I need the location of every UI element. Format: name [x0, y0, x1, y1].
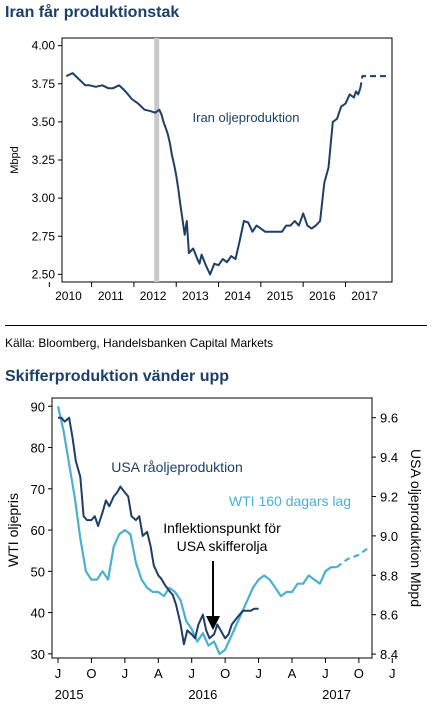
chart2-ytick-left-label: 90	[31, 399, 45, 414]
chart1-ytick-label: 3.25	[32, 153, 56, 167]
chart1-xtick-label: 2011	[98, 289, 124, 303]
chart1-series-label: Iran oljeproduktion	[193, 110, 300, 125]
chart2-xtick-month: J	[389, 666, 396, 681]
chart1-series-iran-forecast	[359, 75, 390, 89]
chart1-shaded-band	[154, 38, 160, 282]
chart1-ytick-label: 3.50	[32, 115, 56, 129]
chart2-xtick-month: O	[86, 666, 96, 681]
chart1-title: Iran får produktionstak	[5, 4, 180, 21]
chart2-ytick-left-label: 80	[31, 441, 45, 456]
chart2-annotation-line2: USA skifferolja	[177, 538, 268, 554]
chart1-xtick-label: 2012	[140, 289, 167, 303]
chart2-xtick-month: J	[255, 666, 262, 681]
chart2-ytick-left-label: 70	[31, 482, 45, 497]
chart2-xtick-month: J	[188, 666, 195, 681]
chart2-xtick-month: O	[220, 666, 230, 681]
chart2-label-usa: USA råoljeproduktion	[111, 459, 243, 475]
chart2-series-wti-forecast	[335, 545, 371, 569]
chart1-ytick-label: 3.75	[32, 77, 56, 91]
chart1-ylabel: Mbpd	[9, 146, 21, 174]
chart2-xtick-month: A	[288, 666, 297, 681]
chart2-ytick-right-label: 9.6	[380, 411, 398, 426]
chart2-ylabel-left: WTI oljepris	[5, 493, 21, 567]
chart2-ytick-left-label: 30	[31, 647, 45, 662]
chart2-frame	[51, 397, 373, 659]
chart2-ytick-left-label: 60	[31, 523, 45, 538]
chart2-ytick-right-label: 9.2	[380, 489, 398, 504]
chart2-ytick-left-label: 50	[31, 564, 45, 579]
chart1-svg: 4.00 3.75 3.50 3.25 3.00 2.75 2.50 2010 2011 2012…	[9, 37, 393, 303]
chart1-xtick-label: 2016	[309, 289, 336, 303]
chart2-xtick-month: O	[354, 666, 364, 681]
chart2-ytick-left-label: 40	[31, 606, 45, 621]
chart2-label-wti: WTI 160 dagars lag	[229, 493, 351, 509]
chart2-series-usa-line	[58, 416, 259, 646]
chart2-ytick-right-label: 9.4	[380, 450, 398, 465]
chart2-series-wti-line	[56, 406, 337, 656]
chart1-xtick-label: 2014	[224, 289, 251, 303]
chart2-xtick-month: J	[55, 666, 62, 681]
chart1-xtick-label: 2015	[267, 289, 294, 303]
chart2-ytick-right-label: 8.4	[380, 647, 398, 662]
chart2-year-label: 2017	[322, 687, 351, 702]
chart2-xtick-month: J	[122, 666, 129, 681]
chart1-xtick-label: 2013	[182, 289, 209, 303]
chart1-ytick-label: 2.75	[32, 229, 56, 243]
source-note: Källa: Bloomberg, Handelsbanken Capital …	[5, 336, 274, 350]
chart2-year-label: 2016	[188, 687, 217, 702]
chart2-xtick-month: J	[322, 666, 329, 681]
chart1-xtick-label: 2010	[55, 289, 82, 303]
chart1-series-iran-line	[65, 72, 362, 276]
chart2-annotation-arrow-head	[206, 616, 220, 630]
chart2-year-label: 2015	[55, 687, 84, 702]
chart2-ytick-right-label: 8.8	[380, 568, 398, 583]
chart2-ylabel-right: USA oljeproduktion Mbpd	[408, 449, 424, 607]
chart1-xtick-label: 2017	[351, 289, 378, 303]
chart1-ytick-label: 3.00	[32, 191, 56, 205]
divider-line	[5, 325, 427, 326]
chart2-title: Skifferproduktion vänder upp	[5, 368, 230, 385]
chart2-ytick-right-label: 8.6	[380, 608, 398, 623]
chart1-ytick-label: 4.00	[32, 39, 56, 53]
chart2-ytick-right-label: 9.0	[380, 529, 398, 544]
chart2-xtick-month: A	[154, 666, 163, 681]
chart2-annotation-line1: Inflektionspunkt för	[163, 520, 281, 536]
chart1-ytick-label: 2.50	[32, 267, 56, 281]
